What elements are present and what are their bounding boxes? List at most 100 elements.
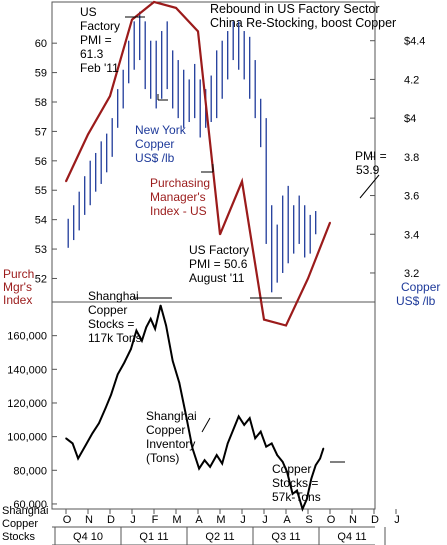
stocks-tick-label: 100,000	[7, 432, 47, 444]
pmi-tick-label: 59	[35, 68, 47, 80]
month-label: J	[130, 514, 136, 526]
annotation-feb-line-3: PMI =	[80, 33, 112, 47]
stocks-point	[116, 373, 119, 376]
annotation-pmi-latest: PMI = 53.9	[355, 149, 387, 177]
pmi-point	[153, 1, 155, 3]
month-label: O	[63, 514, 72, 526]
annotation-stocks-117k: Shanghai Copper Stocks = 117k Tons	[88, 289, 142, 345]
pmi-tick-label: 55	[35, 185, 47, 197]
annotation-pmi-line-1: Purchasing	[150, 176, 210, 190]
stocks-point	[185, 413, 187, 416]
annotation-inv-line-2: Copper	[146, 423, 185, 437]
pmi-axis-ticks: 60 59 58 57 56 55 54 53 52	[35, 38, 57, 285]
annotation-aug-line-3: August '11	[189, 271, 245, 285]
stocks-point	[159, 304, 162, 307]
stocks-point	[110, 393, 112, 396]
month-label: J	[262, 514, 268, 526]
stocks-point	[248, 417, 251, 419]
annotation-ny-line-3: US$ /lb	[135, 151, 175, 165]
month-label: M	[172, 514, 181, 526]
copper-tick-label: $4.4	[404, 36, 425, 48]
stocks-point	[291, 493, 294, 495]
annotation-117k-line-2: Copper	[88, 303, 127, 317]
stocks-point	[203, 459, 206, 461]
copper-price-bars	[67, 11, 317, 293]
stocks-point	[145, 326, 148, 329]
leader-pmi-latest	[359, 174, 380, 199]
month-label: D	[371, 514, 379, 526]
pmi-point	[109, 95, 111, 98]
annotation-pmi-line-2: Manager's	[150, 190, 206, 204]
month-label: J	[394, 514, 400, 526]
annotation-117k-line-1: Shanghai	[88, 289, 139, 303]
stocks-axis-ticks: 160,000 140,000 120,000 100,000 80,000 60,000	[7, 331, 57, 511]
pmi-tick-label: 60	[35, 38, 47, 50]
stocks-point	[154, 328, 156, 330]
annotation-latest-line-2: 53.9	[356, 163, 380, 177]
stocks-point	[286, 471, 288, 473]
stocks-point	[91, 432, 94, 435]
stocks-line-group	[65, 304, 325, 512]
pmi-point	[87, 133, 89, 136]
stocks-point	[98, 422, 100, 424]
stocks-point	[171, 360, 174, 362]
chart-title-line-1: Rebound in US Factory Sector	[210, 2, 380, 16]
stocks-point	[130, 348, 132, 350]
pmi-axis-title-line-3: Index	[3, 293, 32, 307]
annotation-latest-line-1: PMI =	[355, 149, 387, 163]
x-axis: O N D J F M A M J J A S O N D J Q4 10 Q1 11 Q2 11 Q3 11 Q4 1…	[52, 509, 400, 545]
stocks-point	[232, 429, 234, 431]
stocks-point	[149, 318, 152, 320]
copper-tick-label: 3.6	[404, 191, 419, 203]
stocks-point	[281, 461, 284, 463]
annotation-feb-line-1: US	[80, 5, 97, 19]
month-label: J	[240, 514, 246, 526]
pmi-axis-title-line-1: Purch	[3, 267, 34, 281]
stocks-tick-label: 160,000	[7, 331, 47, 343]
pmi-point	[131, 18, 133, 21]
quarter-label: Q2 11	[205, 531, 234, 543]
stocks-point	[319, 457, 321, 460]
stocks-point	[306, 498, 308, 500]
pmi-point	[197, 30, 199, 33]
pmi-line-group	[65, 0, 332, 327]
stocks-point	[243, 424, 245, 426]
pmi-point	[263, 318, 265, 321]
copper-tick-label: $4	[404, 113, 416, 125]
pmi-point	[175, 6, 177, 9]
stocks-point	[237, 415, 240, 418]
leader-inventory	[201, 417, 211, 433]
stocks-point	[265, 445, 268, 448]
stocks-point	[226, 442, 229, 445]
stocks-point	[270, 442, 273, 445]
quarter-label: Q3 11	[271, 531, 300, 543]
stocks-point	[123, 361, 126, 364]
copper-axis-title-line-2: US$ /lb	[396, 294, 436, 308]
annotation-us-factory-aug: US Factory PMI = 50.6 August '11	[189, 243, 249, 285]
month-label: O	[327, 514, 336, 526]
annotation-feb-line-5: Feb '11	[80, 61, 119, 75]
stocks-point	[165, 324, 167, 327]
copper-axis-title-line-1: Copper	[401, 280, 440, 294]
stocks-point	[259, 430, 262, 433]
stocks-tick-label: 80,000	[13, 465, 47, 477]
annotation-117k-line-3: Stocks =	[88, 317, 134, 331]
month-label: M	[216, 514, 225, 526]
stocks-point	[301, 508, 304, 510]
quarter-label: Q4 11	[337, 531, 366, 543]
pmi-axis-title-line-2: Mgr's	[3, 280, 32, 294]
annotation-inv-line-4: (Tons)	[146, 451, 179, 465]
copper-tick-label: 3.8	[404, 152, 419, 164]
annotation-ny-line-2: Copper	[135, 137, 174, 151]
annotation-stocks-57k: Copper Stocks = 57k-Tons	[272, 462, 321, 504]
stocks-tick-label: 120,000	[7, 398, 47, 410]
month-label: N	[349, 514, 357, 526]
stocks-point	[191, 447, 194, 450]
stocks-point	[296, 489, 298, 492]
copper-tick-label: 4.2	[404, 74, 419, 86]
pmi-point	[329, 221, 331, 224]
stocks-point	[135, 329, 138, 332]
annotation-aug-line-1: US Factory	[189, 243, 249, 257]
annotation-pmi-line-3: Index - US	[150, 204, 207, 218]
